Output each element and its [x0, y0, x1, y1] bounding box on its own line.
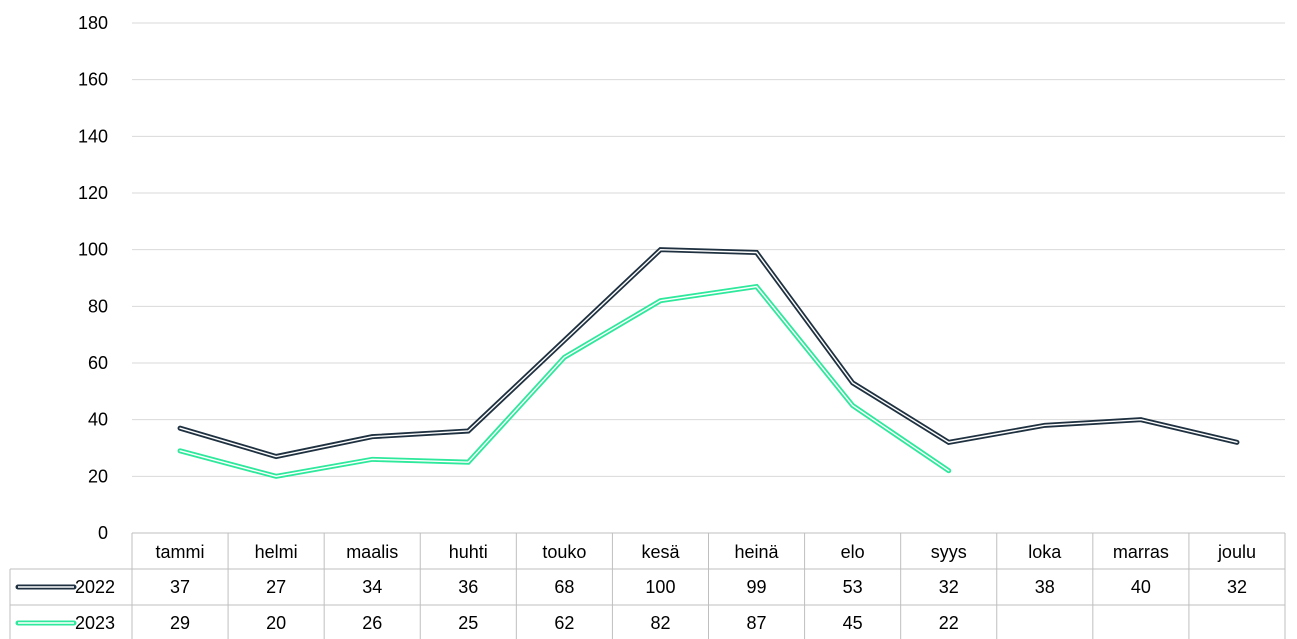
y-tick-label: 140: [78, 126, 108, 146]
data-label: 20: [266, 613, 286, 633]
data-label: 38: [1035, 577, 1055, 597]
legend-label: 2022: [75, 577, 115, 597]
y-tick-label: 40: [88, 410, 108, 430]
y-tick-label: 60: [88, 353, 108, 373]
y-tick-label: 180: [78, 13, 108, 33]
data-label: 22: [939, 613, 959, 633]
x-tick-label: tammi: [156, 542, 205, 562]
data-label: 53: [843, 577, 863, 597]
data-label: 26: [362, 613, 382, 633]
y-tick-label: 0: [98, 523, 108, 543]
x-tick-label: loka: [1028, 542, 1062, 562]
data-label: 29: [170, 613, 190, 633]
y-tick-label: 160: [78, 70, 108, 90]
x-tick-label: helmi: [255, 542, 298, 562]
y-tick-label: 80: [88, 296, 108, 316]
series-line-2022: [177, 247, 1240, 460]
data-label: 62: [554, 613, 574, 633]
data-label: 36: [458, 577, 478, 597]
x-tick-label: huhti: [449, 542, 488, 562]
y-axis: 0 20 40 60 80 100 120 140 160 180: [78, 13, 108, 543]
data-table: tammi helmi maalis huhti touko kesä heinä elo sy…: [9, 532, 1286, 639]
x-tick-label: syys: [931, 542, 967, 562]
x-tick-label: elo: [841, 542, 865, 562]
plot-area: [177, 247, 1240, 479]
x-tick-label: kesä: [641, 542, 680, 562]
x-tick-label: joulu: [1217, 542, 1256, 562]
data-label: 87: [747, 613, 767, 633]
data-label: 32: [1227, 577, 1247, 597]
series-line-core-2023: [179, 285, 950, 478]
x-tick-label: heinä: [735, 542, 780, 562]
data-label: 82: [650, 613, 670, 633]
data-label: 68: [554, 577, 574, 597]
data-label: 34: [362, 577, 382, 597]
y-tick-label: 120: [78, 183, 108, 203]
series-line-core-2022: [179, 248, 1238, 458]
data-label: 32: [939, 577, 959, 597]
data-label: 100: [645, 577, 675, 597]
data-label: 37: [170, 577, 190, 597]
data-label: 27: [266, 577, 286, 597]
legend-label: 2023: [75, 613, 115, 633]
y-tick-label: 100: [78, 240, 108, 260]
data-label: 99: [747, 577, 767, 597]
x-tick-label: marras: [1113, 542, 1169, 562]
data-label: 25: [458, 613, 478, 633]
data-label: 45: [843, 613, 863, 633]
x-tick-label: maalis: [346, 542, 398, 562]
y-tick-label: 20: [88, 466, 108, 486]
data-label: 40: [1131, 577, 1151, 597]
x-tick-label: touko: [542, 542, 586, 562]
